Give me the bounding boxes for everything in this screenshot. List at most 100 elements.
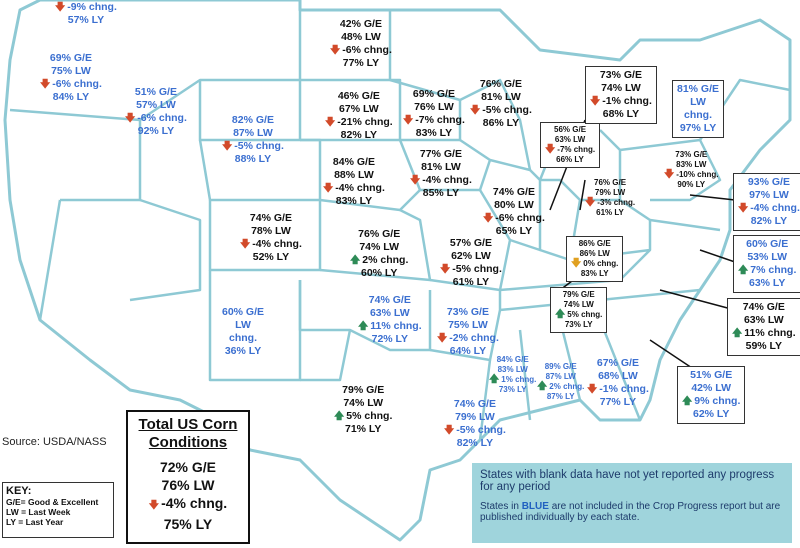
- down-arrow-icon: 🡇: [437, 333, 448, 344]
- state-ly: 63% LY: [748, 277, 786, 289]
- down-arrow-icon: 🡇: [148, 500, 160, 511]
- state-ge: 81% G/E: [677, 83, 720, 95]
- state-ge: 74% G/E: [453, 398, 496, 410]
- state-chng: 🡅 11% chng.: [732, 327, 796, 339]
- up-arrow-icon: 🡅: [732, 328, 743, 339]
- state-ly: 83% LY: [580, 269, 609, 278]
- note-line-2: States in BLUE are not included in the C…: [480, 501, 781, 523]
- state-chng: chng.: [684, 109, 713, 121]
- state-ly: 86% LY: [482, 117, 520, 129]
- state-ge: 74% G/E: [742, 301, 785, 313]
- state-lw: 83% LW: [497, 365, 528, 374]
- state-chng: 🡇 -4% chng.: [240, 238, 302, 250]
- state-ge: 51% G/E: [134, 86, 177, 98]
- state-lw: 74% LW: [343, 397, 384, 409]
- state-ge: 73% G/E: [446, 306, 489, 318]
- state-label-ny: 81% G/E LW chng. 97% LY: [672, 80, 725, 138]
- state-ly: 71% LY: [344, 423, 382, 435]
- state-chng: 🡅 2% chng.: [350, 254, 409, 266]
- state-ly: 87% LY: [546, 392, 575, 401]
- down-arrow-icon: 🡇: [440, 264, 451, 275]
- state-ge: 84% G/E: [332, 156, 375, 168]
- state-lw: 63% LW: [743, 314, 784, 326]
- state-label-tn: 79% G/E 74% LW 🡅 5% chng. 73% LY: [550, 287, 608, 333]
- down-arrow-icon: 🡇: [664, 169, 675, 180]
- state-lw: 57% LW: [136, 99, 176, 111]
- state-chng: chng.: [229, 332, 258, 344]
- state-lw: 80% LW: [494, 199, 534, 211]
- state-lw: LW: [235, 319, 251, 331]
- total-chng: 🡇 -4% chng.: [128, 494, 248, 515]
- state-chng: 🡅 5% chng.: [555, 309, 603, 320]
- state-label-ky: 86% G/E 86% LW 🡇 0% chng. 83% LY: [566, 236, 624, 282]
- state-ge: 74% G/E: [492, 186, 535, 198]
- state-lw: 97% LW: [749, 189, 789, 201]
- state-ge: 86% G/E: [578, 239, 611, 248]
- state-lw: 87% LW: [233, 127, 273, 139]
- down-arrow-icon: 🡇: [410, 175, 421, 186]
- state-label-ia: 77% G/E 81% LW 🡇 -4% chng. 85% LY: [410, 148, 472, 200]
- down-arrow-icon: 🡇: [587, 384, 598, 395]
- down-arrow-icon: 🡇: [125, 113, 136, 124]
- down-arrow-icon: 🡇: [222, 141, 233, 152]
- state-ly: 88% LY: [234, 153, 272, 165]
- state-chng: 🡇 -6% chng.: [330, 44, 392, 56]
- key-line-lw: LW = Last Week: [6, 507, 71, 517]
- up-arrow-icon: 🡅: [555, 309, 566, 320]
- state-ly: 52% LY: [252, 251, 290, 263]
- state-chng: 🡇 -2% chng.: [437, 332, 499, 344]
- state-chng: 🡇 -7% chng.: [403, 114, 465, 126]
- state-chng: 🡇 -6% chng.: [40, 78, 102, 90]
- state-ge: 42% G/E: [339, 18, 382, 30]
- state-lw: 76% LW: [414, 101, 454, 113]
- state-label-wi: 76% G/E 81% LW 🡇 -5% chng. 86% LY: [470, 78, 532, 130]
- state-ly: 83% LY: [415, 127, 453, 139]
- state-label-ar: 73% G/E 75% LW 🡇 -2% chng. 64% LY: [437, 306, 499, 358]
- state-label-nd: 42% G/E 48% LW 🡇 -6% chng. 77% LY: [330, 18, 392, 70]
- state-ge: 73% G/E: [599, 69, 642, 81]
- down-arrow-icon: 🡇: [545, 144, 556, 155]
- total-subtitle: Conditions: [148, 434, 228, 451]
- state-ly: 73% LY: [564, 320, 593, 329]
- down-arrow-icon: 🡇: [55, 2, 66, 13]
- total-lw: 76% LW: [161, 477, 215, 493]
- total-ly: 75% LY: [163, 516, 213, 532]
- down-arrow-icon: 🡇: [738, 203, 749, 214]
- down-arrow-icon: 🡇: [585, 197, 596, 208]
- state-lw: 79% LW: [594, 188, 626, 197]
- state-label-il: 74% G/E 80% LW 🡇 -6% chng. 65% LY: [483, 186, 545, 238]
- state-lw: 63% LW: [554, 135, 586, 144]
- state-label-ok: 74% G/E 63% LW 🡅 11% chng. 72% LY: [358, 294, 422, 346]
- state-ge: 76% G/E: [358, 228, 401, 240]
- key-title: KEY:: [6, 485, 32, 497]
- total-ge: 72% G/E: [159, 459, 217, 475]
- state-lw: 83% LW: [676, 160, 707, 169]
- up-arrow-icon: 🡅: [350, 255, 361, 266]
- state-label-sd: 46% G/E 67% LW 🡇 -21% chng. 82% LY: [325, 90, 393, 142]
- state-chng: 🡇 -5% chng.: [470, 104, 532, 116]
- state-ge: 60% G/E: [746, 238, 789, 250]
- state-chng: 🡇 -10% chng.: [664, 169, 719, 180]
- state-ge: 89% G/E: [544, 362, 577, 371]
- state-ge: 69% G/E: [49, 52, 92, 64]
- up-arrow-icon: 🡅: [738, 265, 749, 276]
- state-lw: 86% LW: [579, 249, 610, 258]
- state-ge: 73% G/E: [675, 150, 708, 159]
- total-us-corn-box: Total US Corn Conditions 72% G/E 76% LW …: [126, 410, 250, 544]
- state-label-sc: 51% G/E 42% LW 🡅 9% chng. 62% LY: [677, 366, 746, 424]
- state-ly: 62% LY: [692, 408, 730, 420]
- state-label-ks: 76% G/E 74% LW 🡅 2% chng. 60% LY: [350, 228, 408, 280]
- state-lw: 79% LW: [455, 411, 495, 423]
- state-chng: 🡅 9% chng.: [682, 395, 741, 407]
- state-chng: 🡅 1% chng.: [489, 374, 537, 385]
- state-ge: 74% G/E: [368, 294, 411, 306]
- state-ly: 66% LY: [556, 155, 584, 164]
- state-lw: 68% LW: [598, 370, 638, 382]
- up-arrow-icon: 🡅: [334, 411, 345, 422]
- state-ge: 56% G/E: [554, 125, 587, 134]
- state-ly: 57% LY: [67, 14, 105, 26]
- state-ge: 74% G/E: [249, 212, 292, 224]
- state-chng: 🡇 -5% chng.: [444, 424, 506, 436]
- state-label-wa: 56% LW🡇-9% chng.57% LY: [55, 0, 117, 27]
- state-label-oh: 73% G/E 74% LW 🡇 -1% chng. 68% LY: [585, 66, 657, 124]
